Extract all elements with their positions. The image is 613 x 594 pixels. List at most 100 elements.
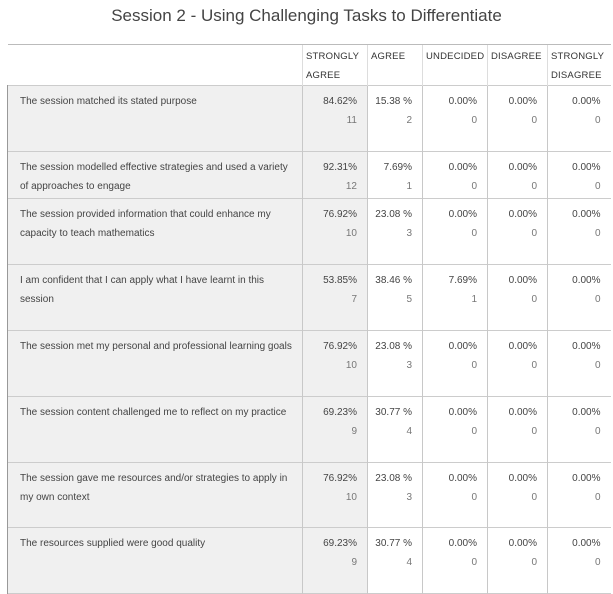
cell-undecided: 0.00% 0 <box>422 527 488 594</box>
cell-disagree: 0.00% 0 <box>487 462 548 528</box>
count-value: 0 <box>471 492 477 503</box>
count-value: 0 <box>531 294 537 305</box>
cell-agree: 23.08 % 3 <box>367 330 423 397</box>
question-text: The resources supplied were good quality <box>7 527 303 594</box>
count-value: 3 <box>406 492 412 503</box>
question-text: I am confident that I can apply what I h… <box>7 264 303 331</box>
cell-strongly-agree: 53.85% 7 <box>302 264 368 331</box>
question-text: The session content challenged me to ref… <box>7 396 303 463</box>
percent-value: 0.00% <box>508 275 537 286</box>
count-value: 0 <box>531 228 537 239</box>
cell-disagree: 0.00% 0 <box>487 85 548 152</box>
question-text: The session provided information that co… <box>7 198 303 265</box>
table-row: The session met my personal and professi… <box>7 330 611 397</box>
cell-agree: 23.08 % 3 <box>367 462 423 528</box>
count-value: 2 <box>406 115 412 126</box>
percent-value: 0.00% <box>508 473 537 484</box>
count-value: 0 <box>471 557 477 568</box>
cell-strongly-agree: 69.23% 9 <box>302 396 368 463</box>
percent-value: 84.62% <box>323 96 357 107</box>
count-value: 0 <box>531 492 537 503</box>
percent-value: 7.69% <box>383 162 412 173</box>
count-value: 0 <box>594 492 601 503</box>
cell-strongly-disagree: 0.00% 0 <box>547 264 611 331</box>
column-header-strongly-agree: STRONGLY AGREE <box>302 44 368 86</box>
cell-strongly-agree: 92.31% 12 <box>302 151 368 199</box>
cell-disagree: 0.00% 0 <box>487 198 548 265</box>
count-value: 0 <box>594 181 601 192</box>
percent-value: 0.00% <box>448 162 477 173</box>
count-value: 4 <box>406 557 412 568</box>
count-value: 0 <box>594 228 601 239</box>
count-value: 1 <box>471 294 477 305</box>
table-row: The session modelled effective strategie… <box>7 151 611 199</box>
percent-value: 0.00% <box>508 407 537 418</box>
percent-value: 0.00% <box>508 341 537 352</box>
percent-value: 23.08 % <box>375 473 412 484</box>
count-value: 3 <box>406 228 412 239</box>
table-row: The session provided information that co… <box>7 198 611 265</box>
percent-value: 23.08 % <box>375 341 412 352</box>
survey-results-table: STRONGLY AGREE AGREE UNDECIDED DISAGREE … <box>7 44 611 594</box>
cell-agree: 30.77 % 4 <box>367 527 423 594</box>
cell-disagree: 0.00% 0 <box>487 151 548 199</box>
cell-strongly-agree: 76.92% 10 <box>302 198 368 265</box>
cell-agree: 30.77 % 4 <box>367 396 423 463</box>
cell-undecided: 0.00% 0 <box>422 85 488 152</box>
percent-value: 0.00% <box>508 162 537 173</box>
column-header-undecided: UNDECIDED <box>422 44 488 86</box>
cell-strongly-agree: 84.62% 11 <box>302 85 368 152</box>
cell-agree: 7.69% 1 <box>367 151 423 199</box>
percent-value: 0.00% <box>572 275 601 286</box>
cell-undecided: 0.00% 0 <box>422 330 488 397</box>
percent-value: 0.00% <box>572 162 601 173</box>
percent-value: 23.08 % <box>375 209 412 220</box>
percent-value: 69.23% <box>323 407 357 418</box>
cell-undecided: 0.00% 0 <box>422 151 488 199</box>
count-value: 0 <box>594 115 601 126</box>
count-value: 10 <box>345 360 357 371</box>
question-text: The session gave me resources and/or str… <box>7 462 303 528</box>
percent-value: 0.00% <box>448 96 477 107</box>
cell-undecided: 0.00% 0 <box>422 396 488 463</box>
cell-disagree: 0.00% 0 <box>487 330 548 397</box>
cell-strongly-agree: 76.92% 10 <box>302 462 368 528</box>
cell-strongly-disagree: 0.00% 0 <box>547 330 611 397</box>
cell-agree: 15.38 % 2 <box>367 85 423 152</box>
percent-value: 76.92% <box>323 473 357 484</box>
count-value: 11 <box>346 115 357 126</box>
survey-body: The session matched its stated purpose 84… <box>7 85 611 594</box>
percent-value: 76.92% <box>323 209 357 220</box>
percent-value: 30.77 % <box>375 538 412 549</box>
cell-undecided: 0.00% 0 <box>422 198 488 265</box>
count-value: 0 <box>471 228 477 239</box>
count-value: 0 <box>594 557 601 568</box>
cell-strongly-disagree: 0.00% 0 <box>547 85 611 152</box>
percent-value: 0.00% <box>448 209 477 220</box>
cell-disagree: 0.00% 0 <box>487 396 548 463</box>
question-text: The session modelled effective strategie… <box>7 151 303 199</box>
count-value: 1 <box>406 181 412 192</box>
table-row: I am confident that I can apply what I h… <box>7 264 611 331</box>
question-text: The session matched its stated purpose <box>7 85 303 152</box>
cell-strongly-agree: 69.23% 9 <box>302 527 368 594</box>
column-header-agree: AGREE <box>367 44 423 86</box>
column-header-question <box>7 44 303 86</box>
percent-value: 53.85% <box>323 275 357 286</box>
count-value: 10 <box>345 492 357 503</box>
cell-strongly-disagree: 0.00% 0 <box>547 198 611 265</box>
count-value: 12 <box>345 181 357 192</box>
percent-value: 69.23% <box>323 538 357 549</box>
count-value: 5 <box>406 294 412 305</box>
count-value: 0 <box>531 115 537 126</box>
count-value: 0 <box>531 360 537 371</box>
percent-value: 0.00% <box>448 473 477 484</box>
count-value: 0 <box>594 426 601 437</box>
percent-value: 0.00% <box>572 341 601 352</box>
count-value: 9 <box>351 426 357 437</box>
cell-strongly-disagree: 0.00% 0 <box>547 396 611 463</box>
count-value: 0 <box>594 360 601 371</box>
count-value: 10 <box>345 228 357 239</box>
table-row: The resources supplied were good quality… <box>7 527 611 594</box>
percent-value: 76.92% <box>323 341 357 352</box>
